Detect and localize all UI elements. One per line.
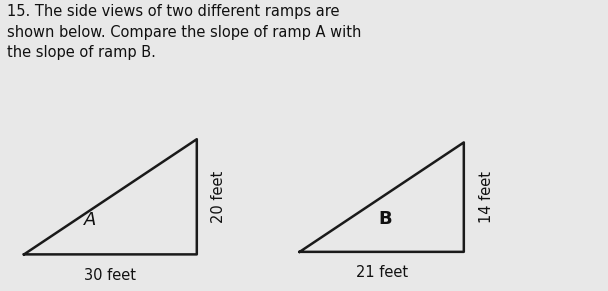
Text: B: B — [378, 210, 392, 228]
Text: 15. The side views of two different ramps are
shown below. Compare the slope of : 15. The side views of two different ramp… — [7, 4, 362, 60]
Text: 30 feet: 30 feet — [85, 268, 136, 283]
Text: A: A — [83, 211, 96, 229]
Polygon shape — [300, 142, 464, 252]
Polygon shape — [24, 139, 197, 254]
Text: 21 feet: 21 feet — [356, 265, 408, 280]
Text: 20 feet: 20 feet — [211, 171, 226, 223]
Text: 14 feet: 14 feet — [480, 171, 494, 223]
